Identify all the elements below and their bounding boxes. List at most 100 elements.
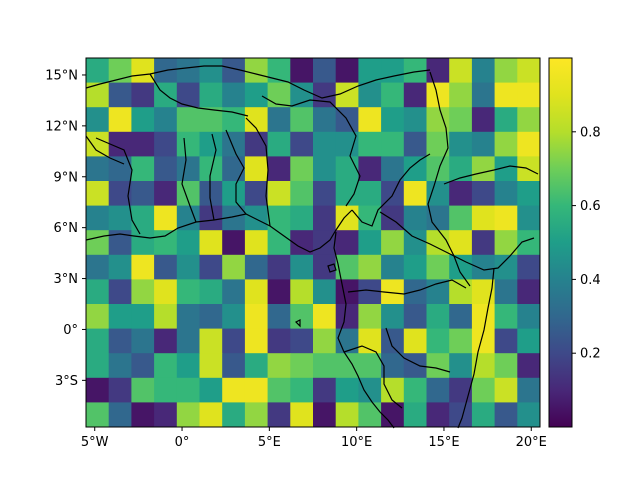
heatmap-cell (290, 254, 314, 280)
heatmap-cell (290, 279, 314, 305)
heatmap-cell (199, 304, 223, 330)
heatmap-cell (131, 131, 155, 157)
x-tick-label: 10°E (341, 435, 372, 450)
heatmap-cell (176, 353, 200, 379)
heatmap-cell (358, 254, 382, 280)
heatmap-cell (403, 377, 427, 403)
y-tick-label: 15°N (45, 68, 78, 83)
heatmap-cell (222, 230, 246, 256)
heatmap-cell (131, 377, 155, 403)
heatmap-cell (517, 353, 541, 379)
heatmap-cell (222, 205, 246, 231)
heatmap-cell (290, 205, 314, 231)
heatmap-cell (199, 353, 223, 379)
heatmap-cell (358, 58, 382, 84)
heatmap-cell (335, 230, 359, 256)
heatmap-cell (290, 304, 314, 330)
heatmap-cell (358, 377, 382, 403)
heatmap-cell (222, 279, 246, 305)
heatmap-cell (403, 181, 427, 207)
heatmap-cell (494, 402, 518, 428)
heatmap-cell (86, 230, 110, 256)
heatmap-cell (131, 328, 155, 354)
heatmap-cell (358, 181, 382, 207)
heatmap-cell (222, 353, 246, 379)
heatmap-cell (517, 181, 541, 207)
heatmap-cell (176, 254, 200, 280)
heatmap-cell (131, 205, 155, 231)
heatmap-cell (426, 205, 450, 231)
heatmap-cell (267, 377, 291, 403)
y-tick-label: 9°N (54, 170, 79, 185)
heatmap-cell (176, 377, 200, 403)
heatmap-cell (494, 304, 518, 330)
heatmap-cell (471, 156, 496, 182)
heatmap-cell (313, 304, 337, 330)
heatmap-cell (381, 353, 405, 379)
heatmap-cell (222, 328, 246, 354)
heatmap-cell (131, 353, 155, 379)
heatmap-cell (517, 304, 541, 330)
heatmap-cell (267, 181, 291, 207)
heatmap-cell (449, 402, 473, 428)
heatmap-cell (199, 328, 223, 354)
heatmap-cell (313, 279, 337, 305)
heatmap-cell (517, 58, 541, 84)
heatmap-cell (494, 279, 518, 305)
y-tick-label: 12°N (45, 119, 78, 134)
border-interior-3 (209, 133, 217, 221)
heatmap-cell (381, 279, 405, 305)
heatmap-cell (335, 353, 359, 379)
heatmap-cell (199, 82, 223, 108)
heatmap-cell (244, 156, 269, 182)
heatmap-cell (313, 402, 337, 428)
y-tick-label: 6°N (54, 221, 79, 236)
heatmap-cell (403, 304, 427, 330)
heatmap-cell (494, 58, 518, 84)
heatmap-cell (426, 156, 450, 182)
heatmap-cell (494, 353, 518, 379)
heatmap-cell (108, 254, 132, 280)
heatmap-cell (358, 107, 382, 133)
heatmap-cell (335, 377, 359, 403)
heatmap-cell (86, 377, 110, 403)
heatmap-cell (403, 353, 427, 379)
heatmap-cell (381, 156, 405, 182)
heatmap-cell (267, 156, 291, 182)
heatmap-cell (154, 181, 178, 207)
heatmap-cell (244, 377, 269, 403)
heatmap-cell (131, 156, 155, 182)
heatmap-cell (313, 181, 337, 207)
x-tick-label: 0° (175, 435, 190, 450)
heatmap-cell (494, 377, 518, 403)
heatmap-cell (426, 82, 450, 108)
heatmap-cell (358, 131, 382, 157)
heatmap-cell (358, 205, 382, 231)
heatmap-cell (176, 230, 200, 256)
heatmap-cell (108, 131, 132, 157)
heatmap-cell (176, 107, 200, 133)
heatmap-cell (471, 353, 496, 379)
heatmap-cell (290, 181, 314, 207)
heatmap-cell (517, 82, 541, 108)
heatmap-cell (471, 254, 496, 280)
heatmap-cell (335, 181, 359, 207)
heatmap-cell (449, 181, 473, 207)
heatmap-cell (494, 131, 518, 157)
border-sahel-1 (149, 73, 249, 117)
heatmap-cell (222, 377, 246, 403)
heatmap-cell (358, 279, 382, 305)
heatmap-cells (86, 58, 541, 428)
heatmap-cell (131, 58, 155, 84)
border-gabon (343, 345, 403, 409)
heatmap-cell (154, 156, 178, 182)
heatmap-cell (494, 181, 518, 207)
heatmap-cell (176, 156, 200, 182)
heatmap-cell (358, 353, 382, 379)
heatmap-cell (426, 58, 450, 84)
heatmap-cell (131, 230, 155, 256)
heatmap-cell (517, 402, 541, 428)
heatmap-cell (290, 328, 314, 354)
heatmap-cell (335, 279, 359, 305)
heatmap-cell (244, 230, 269, 256)
